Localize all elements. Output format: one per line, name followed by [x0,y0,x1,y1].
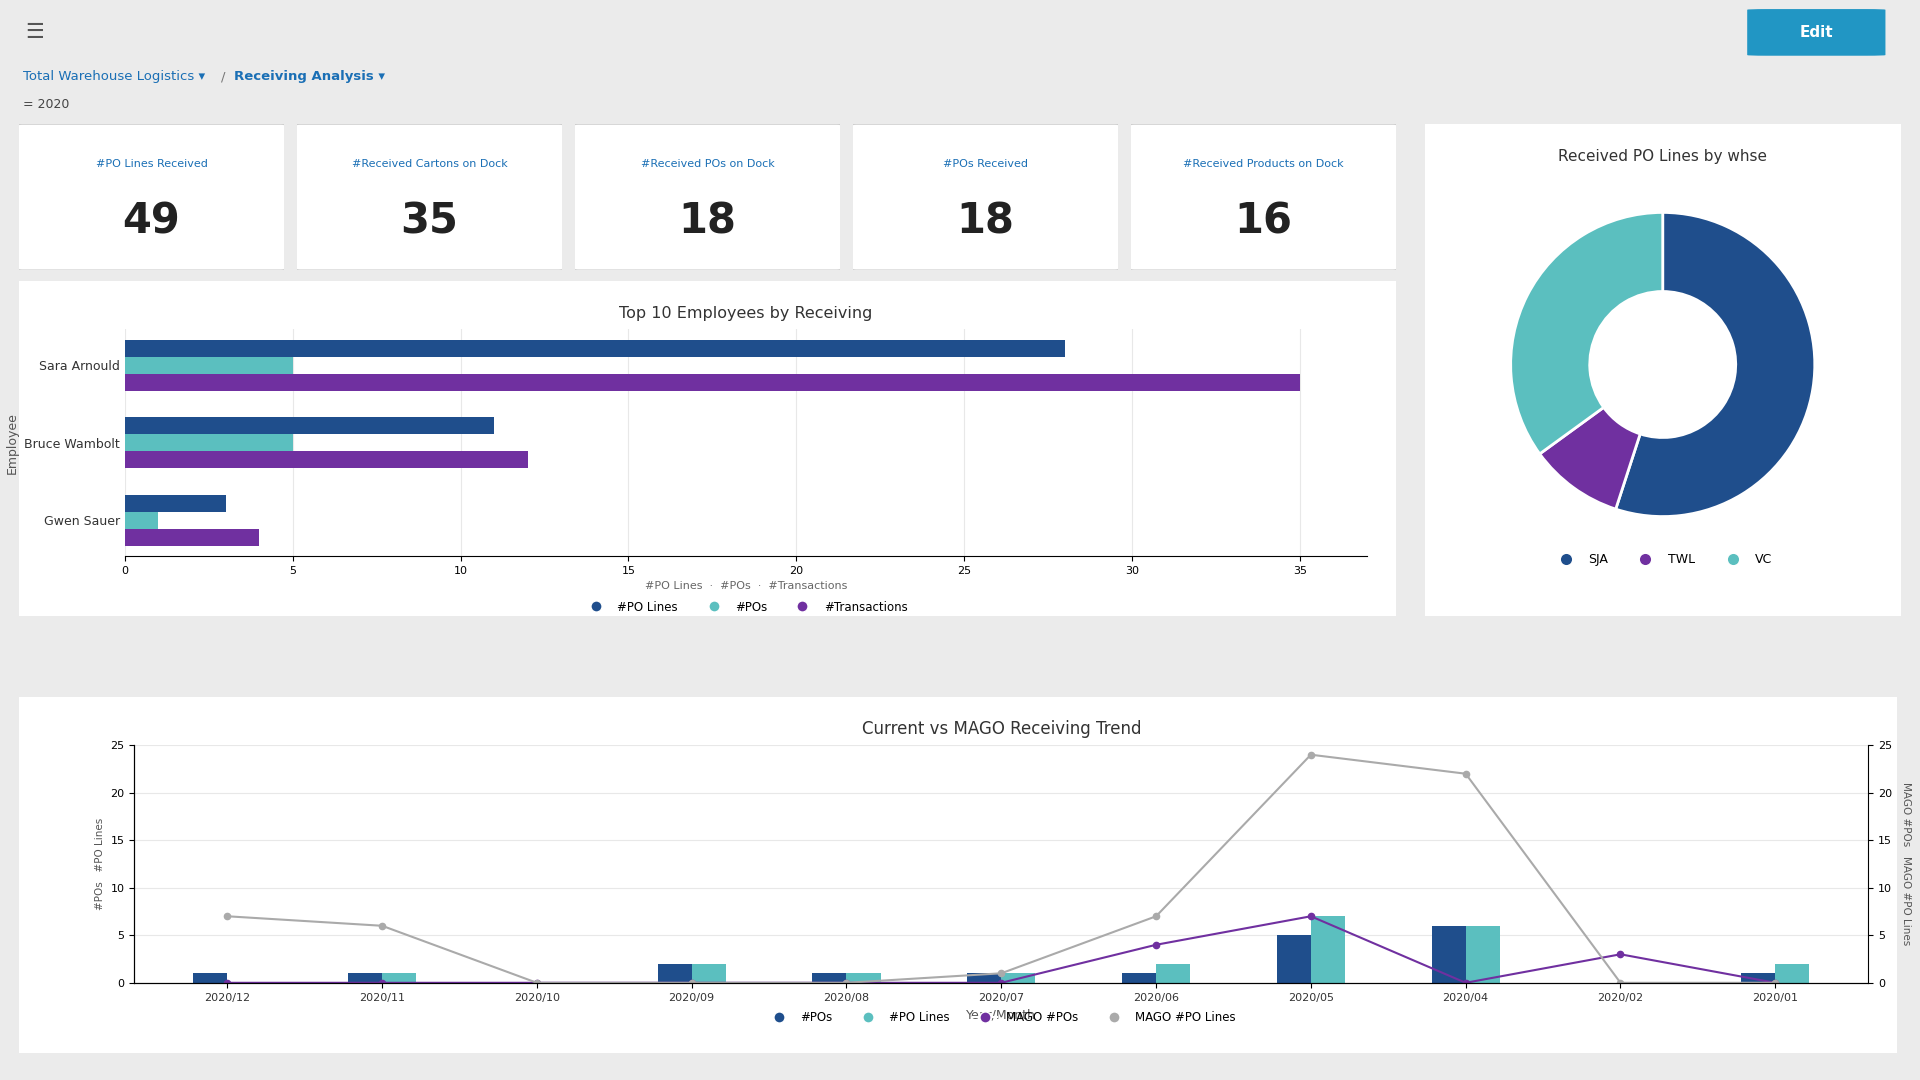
Text: ☰: ☰ [25,23,44,42]
Y-axis label: Employee: Employee [6,411,19,474]
MAGO #PO Lines [1300,748,1323,761]
Bar [125,374,1300,391]
Bar [1465,926,1500,983]
Line: MAGO #POs: MAGO #POs [225,914,1778,986]
FancyBboxPatch shape [294,124,564,270]
Bar [125,495,225,512]
Text: 18: 18 [956,201,1014,243]
X-axis label: #PO Lines  ·  #POs  ·  #Transactions: #PO Lines · #POs · #Transactions [645,581,847,592]
FancyBboxPatch shape [12,279,1404,618]
MAGO #POs [526,976,549,989]
MAGO #PO Lines [991,967,1014,980]
FancyBboxPatch shape [1129,124,1398,270]
Bar [382,973,417,983]
FancyBboxPatch shape [572,124,843,270]
Line: MAGO #PO Lines: MAGO #PO Lines [225,752,1778,986]
Wedge shape [1511,213,1663,454]
Text: #Received Products on Dock: #Received Products on Dock [1183,159,1344,168]
MAGO #POs [991,976,1014,989]
Bar [1311,916,1344,983]
MAGO #PO Lines [680,976,703,989]
MAGO #POs [1144,939,1167,951]
Bar [1432,926,1465,983]
Bar [125,451,528,469]
Text: 16: 16 [1235,201,1292,243]
Title: Top 10 Employees by Receiving: Top 10 Employees by Receiving [620,307,872,321]
Bar [125,434,292,451]
MAGO #PO Lines [1609,976,1632,989]
Wedge shape [1617,213,1814,516]
Bar [125,340,1066,356]
Bar [847,973,881,983]
Legend: #POs, #PO Lines, MAGO #POs, MAGO #PO Lines: #POs, #PO Lines, MAGO #POs, MAGO #PO Lin… [762,1007,1240,1029]
Text: #Received POs on Dock: #Received POs on Dock [641,159,774,168]
Bar [1776,963,1809,983]
Bar [125,356,292,374]
MAGO #POs [215,976,238,989]
FancyBboxPatch shape [1747,9,1885,56]
Text: Edit: Edit [1799,25,1834,40]
MAGO #PO Lines [835,976,858,989]
MAGO #PO Lines [371,919,394,932]
MAGO #PO Lines [526,976,549,989]
Bar [125,529,259,545]
MAGO #PO Lines [1144,909,1167,922]
FancyBboxPatch shape [1423,122,1903,618]
Bar [1121,973,1156,983]
MAGO #PO Lines [1764,976,1788,989]
Bar [968,973,1000,983]
MAGO #PO Lines [215,909,238,922]
MAGO #PO Lines [1453,767,1476,780]
Text: 18: 18 [678,201,737,243]
FancyBboxPatch shape [851,124,1121,270]
Bar [812,973,847,983]
X-axis label: Year/Month: Year/Month [966,1008,1037,1021]
Text: 35: 35 [401,201,459,243]
Legend: #PO Lines, #POs, #Transactions: #PO Lines, #POs, #Transactions [580,596,912,619]
FancyBboxPatch shape [17,124,286,270]
Bar [125,512,157,529]
MAGO #POs [680,976,703,989]
Bar [1741,973,1776,983]
MAGO #POs [1609,948,1632,961]
MAGO #POs [1300,909,1323,922]
MAGO #POs [835,976,858,989]
Y-axis label: #POs   #PO Lines: #POs #PO Lines [94,818,106,910]
Title: Received PO Lines by whse: Received PO Lines by whse [1559,149,1766,163]
Text: Receiving Analysis ▾: Receiving Analysis ▾ [234,70,386,83]
MAGO #POs [371,976,394,989]
Text: /: / [221,70,225,83]
Bar [1277,935,1311,983]
Bar [1002,973,1035,983]
MAGO #POs [1453,976,1476,989]
Text: #PO Lines Received: #PO Lines Received [96,159,207,168]
Y-axis label: MAGO #POs   MAGO #PO Lines: MAGO #POs MAGO #PO Lines [1901,782,1912,946]
MAGO #POs [1764,976,1788,989]
Bar [691,963,726,983]
FancyBboxPatch shape [10,694,1907,1055]
Bar [125,417,493,434]
Text: = 2020: = 2020 [23,98,69,111]
Bar [659,963,691,983]
Title: Current vs MAGO Receiving Trend: Current vs MAGO Receiving Trend [862,720,1140,738]
Bar [1156,963,1190,983]
Text: Total Warehouse Logistics ▾: Total Warehouse Logistics ▾ [23,70,205,83]
Wedge shape [1540,407,1640,509]
Bar [194,973,227,983]
Legend: SJA, TWL, VC: SJA, TWL, VC [1548,549,1778,571]
Bar [348,973,382,983]
Text: #Received Cartons on Dock: #Received Cartons on Dock [351,159,507,168]
Text: #POs Received: #POs Received [943,159,1027,168]
Text: 49: 49 [123,201,180,243]
